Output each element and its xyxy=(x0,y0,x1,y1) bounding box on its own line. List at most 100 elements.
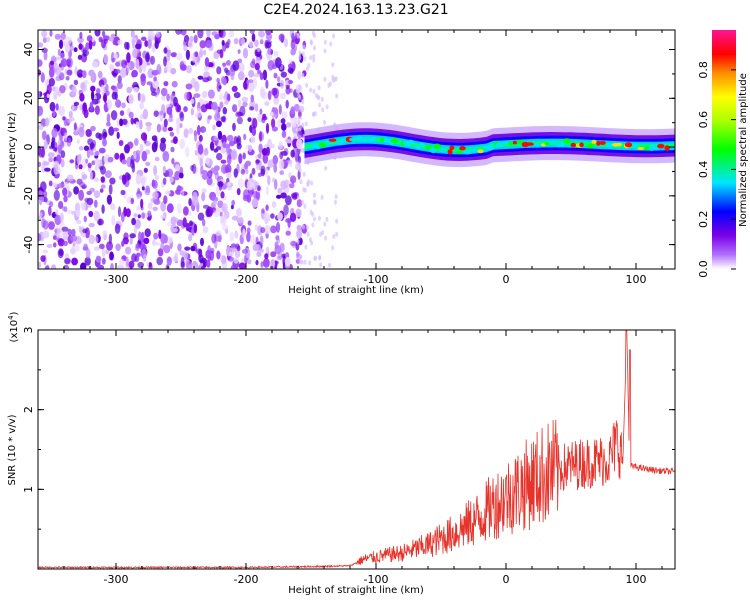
heatmap-speckle xyxy=(185,83,193,90)
spectrogram-x-tick-label: -300 xyxy=(104,273,129,286)
heatmap-speckle xyxy=(90,85,96,92)
heatmap-speckle xyxy=(169,176,174,183)
heatmap-speckle xyxy=(227,181,231,187)
heatmap-speckle xyxy=(175,30,182,35)
heatmap-band-blob xyxy=(311,144,316,148)
heatmap-speckle xyxy=(297,70,302,80)
colorbar: 0.0 0.2 0.4 0.6 0.8 Normalized spectral ampl… xyxy=(697,30,749,278)
heatmap-speckle xyxy=(108,184,113,195)
heatmap-speckle xyxy=(40,147,46,158)
heatmap-band-blob xyxy=(544,142,550,146)
heatmap-speckle xyxy=(132,87,139,92)
heatmap-speckle xyxy=(89,101,94,112)
heatmap-speckle xyxy=(60,58,68,68)
heatmap-speckle xyxy=(61,226,69,232)
colorbar-tick-label: 0.2 xyxy=(697,210,710,228)
heatmap-speckle xyxy=(199,258,205,264)
heatmap-speckle xyxy=(287,67,294,74)
heatmap-speckle xyxy=(272,87,280,99)
heatmap-speckle xyxy=(195,248,202,254)
heatmap-speckle xyxy=(285,122,292,128)
heatmap-speckle xyxy=(215,120,222,128)
heatmap-speckle xyxy=(299,179,303,185)
heatmap-speckle xyxy=(51,128,58,138)
heatmap-speckle xyxy=(219,101,224,109)
heatmap-speckle xyxy=(233,257,239,264)
heatmap-speckle xyxy=(153,232,159,240)
heatmap-speckle xyxy=(67,228,73,236)
heatmap-speckle xyxy=(176,184,182,196)
heatmap-speckle xyxy=(253,73,261,78)
heatmap-speckle xyxy=(296,33,300,39)
snr-y-tick-label: 2 xyxy=(22,406,35,413)
heatmap-speckle xyxy=(247,220,252,226)
heatmap-speckle xyxy=(313,45,316,51)
heatmap-speckle xyxy=(180,64,187,71)
heatmap-band-blob xyxy=(657,143,665,149)
heatmap-speckle xyxy=(275,57,282,69)
heatmap-speckle xyxy=(174,252,178,261)
heatmap-speckle xyxy=(167,127,173,132)
heatmap-speckle xyxy=(197,75,204,80)
heatmap-speckle xyxy=(194,51,199,58)
heatmap-speckle xyxy=(52,182,58,188)
heatmap-speckle xyxy=(312,57,316,63)
heatmap-speckle xyxy=(91,60,99,68)
heatmap-speckle xyxy=(271,201,277,208)
heatmap-speckle xyxy=(216,152,223,161)
heatmap-speckle xyxy=(66,69,73,76)
heatmap-speckle xyxy=(188,210,192,217)
heatmap-speckle xyxy=(165,61,172,73)
heatmap-speckle xyxy=(62,230,68,241)
heatmap-speckle xyxy=(197,212,205,221)
heatmap-speckle xyxy=(120,189,126,196)
heatmap-speckle xyxy=(262,113,267,119)
heatmap-speckle xyxy=(170,67,177,75)
heatmap-speckle xyxy=(131,217,137,226)
heatmap-speckle xyxy=(185,222,190,232)
heatmap-speckle xyxy=(156,123,162,133)
heatmap-speckle xyxy=(280,180,287,190)
heatmap-speckle xyxy=(296,229,303,239)
heatmap-speckle xyxy=(236,137,240,143)
heatmap-speckle xyxy=(76,219,82,225)
heatmap-speckle xyxy=(94,236,99,244)
heatmap-speckle xyxy=(305,82,309,88)
heatmap-speckle xyxy=(267,90,272,101)
heatmap-speckle xyxy=(211,233,217,244)
heatmap-speckle xyxy=(211,196,219,202)
heatmap-speckle xyxy=(264,253,269,260)
heatmap-speckle xyxy=(133,213,138,218)
heatmap-speckle xyxy=(215,146,221,151)
heatmap-speckle xyxy=(295,208,302,218)
heatmap-speckle xyxy=(222,141,227,149)
heatmap-speckle xyxy=(121,159,127,165)
heatmap-speckle xyxy=(53,189,60,201)
heatmap-band-blob xyxy=(586,143,594,149)
heatmap-speckle xyxy=(318,255,322,261)
heatmap-speckle xyxy=(136,205,141,211)
heatmap-speckle xyxy=(256,251,262,257)
heatmap-speckle xyxy=(123,232,129,240)
heatmap-speckle xyxy=(141,186,145,191)
heatmap-speckle xyxy=(209,141,215,151)
heatmap-speckle xyxy=(252,117,258,129)
heatmap-speckle xyxy=(140,132,148,141)
heatmap-speckle xyxy=(90,125,96,132)
heatmap-speckle xyxy=(259,131,263,142)
heatmap-speckle xyxy=(159,141,166,152)
heatmap-speckle xyxy=(235,243,240,250)
heatmap-speckle xyxy=(99,243,105,250)
heatmap-band-blob xyxy=(383,138,390,143)
heatmap-speckle xyxy=(183,106,188,113)
heatmap-speckle xyxy=(303,56,307,62)
heatmap-speckle xyxy=(296,199,303,208)
heatmap-speckle xyxy=(88,210,94,218)
heatmap-speckle xyxy=(226,144,231,154)
heatmap-speckle xyxy=(309,209,313,215)
heatmap-speckle xyxy=(160,214,166,219)
heatmap-speckle xyxy=(146,81,153,86)
heatmap-speckle xyxy=(82,184,88,189)
heatmap-speckle xyxy=(260,227,266,234)
heatmap-speckle xyxy=(174,164,181,172)
